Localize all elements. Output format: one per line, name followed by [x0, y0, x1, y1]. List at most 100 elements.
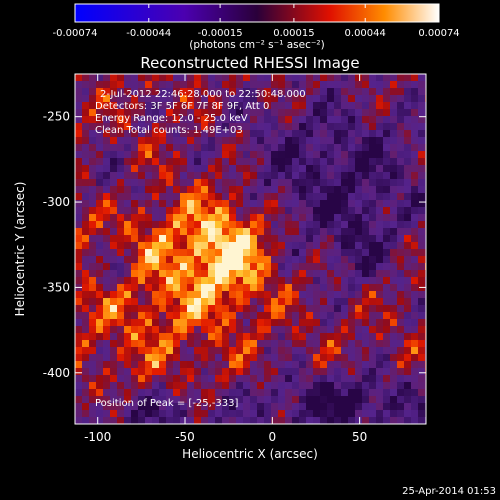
heatmap-cell — [292, 193, 300, 201]
heatmap-cell — [390, 270, 398, 278]
heatmap-cell — [89, 165, 97, 173]
heatmap-cell — [180, 235, 188, 243]
heatmap-cell — [229, 207, 237, 215]
heatmap-cell — [124, 74, 132, 82]
heatmap-cell — [201, 284, 209, 292]
heatmap-cell — [131, 214, 139, 222]
heatmap-cell — [173, 340, 181, 348]
heatmap-cell — [271, 144, 279, 152]
heatmap-cell — [166, 123, 174, 131]
heatmap-cell — [124, 389, 132, 397]
heatmap-cell — [299, 109, 307, 117]
heatmap-cell — [166, 172, 174, 180]
heatmap-cell — [250, 382, 258, 390]
heatmap-cell — [89, 228, 97, 236]
heatmap-cell — [103, 95, 111, 103]
heatmap-cell — [145, 277, 153, 285]
heatmap-cell — [348, 144, 356, 152]
heatmap-cell — [292, 137, 300, 145]
heatmap-cell — [334, 179, 342, 187]
heatmap-cell — [236, 102, 244, 110]
heatmap-cell — [313, 214, 321, 222]
heatmap-cell — [159, 256, 167, 264]
colorbar-units: (photons cm⁻² s⁻¹ asec⁻²) — [189, 39, 324, 51]
heatmap-cell — [404, 228, 412, 236]
heatmap-cell — [362, 375, 370, 383]
heatmap-cell — [369, 375, 377, 383]
heatmap-cell — [96, 158, 104, 166]
heatmap-cell — [271, 319, 279, 327]
heatmap-cell — [383, 319, 391, 327]
heatmap-cell — [390, 81, 398, 89]
heatmap-cell — [222, 312, 230, 320]
heatmap-cell — [390, 165, 398, 173]
heatmap-cell — [341, 151, 349, 159]
heatmap-cell — [376, 228, 384, 236]
heatmap-cell — [236, 361, 244, 369]
heatmap-cell — [313, 242, 321, 250]
heatmap-cell — [411, 109, 419, 117]
heatmap-cell — [264, 312, 272, 320]
heatmap-cell — [264, 375, 272, 383]
heatmap-cell — [159, 151, 167, 159]
heatmap-cell — [152, 137, 160, 145]
heatmap-cell — [250, 235, 258, 243]
heatmap-cell — [187, 81, 195, 89]
heatmap-cell — [243, 277, 251, 285]
heatmap-cell — [187, 312, 195, 320]
heatmap-cell — [194, 95, 202, 103]
heatmap-cell — [404, 340, 412, 348]
heatmap-cell — [278, 333, 286, 341]
heatmap-cell — [75, 74, 83, 82]
heatmap-cell — [89, 312, 97, 320]
heatmap-cell — [229, 284, 237, 292]
heatmap-cell — [327, 333, 335, 341]
heatmap-cell — [397, 333, 405, 341]
heatmap-cell — [201, 95, 209, 103]
heatmap-cell — [159, 340, 167, 348]
heatmap-cell — [229, 270, 237, 278]
heatmap-cell — [418, 396, 426, 404]
heatmap-cell — [285, 165, 293, 173]
heatmap-cell — [271, 186, 279, 194]
heatmap-cell — [201, 158, 209, 166]
heatmap-cell — [243, 165, 251, 173]
heatmap-cell — [411, 151, 419, 159]
heatmap-cell — [152, 214, 160, 222]
heatmap-cell — [201, 333, 209, 341]
heatmap-cell — [145, 326, 153, 334]
heatmap-cell — [145, 263, 153, 271]
heatmap-cell — [334, 291, 342, 299]
heatmap-cell — [159, 200, 167, 208]
heatmap-cell — [243, 95, 251, 103]
heatmap-cell — [404, 319, 412, 327]
heatmap-cell — [166, 186, 174, 194]
heatmap-cell — [124, 312, 132, 320]
heatmap-cell — [110, 326, 118, 334]
heatmap-cell — [124, 137, 132, 145]
heatmap-cell — [397, 319, 405, 327]
heatmap-cell — [229, 200, 237, 208]
heatmap-cell — [145, 109, 153, 117]
heatmap-cell — [96, 340, 104, 348]
x-tick-label: -50 — [175, 430, 195, 444]
heatmap-cell — [131, 305, 139, 313]
heatmap-cell — [278, 102, 286, 110]
heatmap-cell — [187, 326, 195, 334]
heatmap-cell — [390, 249, 398, 257]
heatmap-cell — [110, 403, 118, 411]
heatmap-cell — [243, 228, 251, 236]
heatmap-cell — [96, 368, 104, 376]
heatmap-cell — [320, 179, 328, 187]
heatmap-cell — [110, 312, 118, 320]
heatmap-cell — [131, 137, 139, 145]
heatmap-cell — [152, 172, 160, 180]
heatmap-cell — [418, 221, 426, 229]
heatmap-cell — [376, 340, 384, 348]
heatmap-cell — [341, 340, 349, 348]
heatmap-cell — [145, 200, 153, 208]
heatmap-cell — [278, 186, 286, 194]
heatmap-cell — [208, 333, 216, 341]
heatmap-cell — [159, 123, 167, 131]
heatmap-cell — [390, 172, 398, 180]
